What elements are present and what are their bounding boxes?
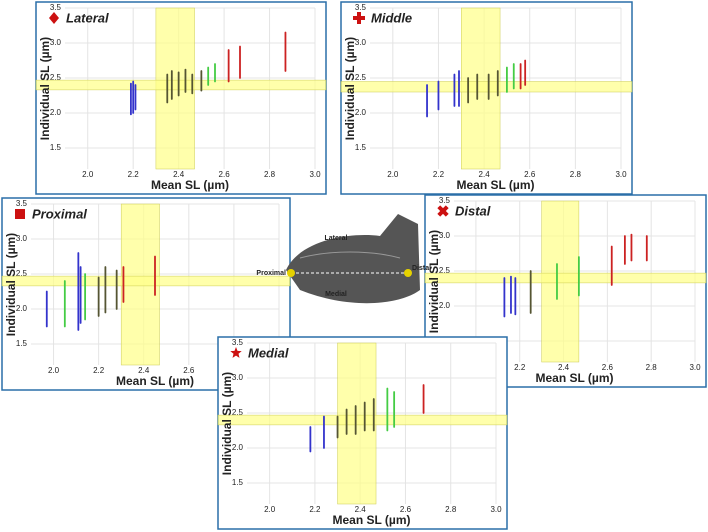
x-tick-label: 2.6	[219, 170, 231, 179]
x-tick-label: 2.4	[173, 170, 185, 179]
panel-title: Distal	[455, 203, 491, 218]
y-tick-label: 3.5	[16, 199, 28, 208]
x-tick-label: 2.4	[355, 505, 367, 514]
x-axis-label: Mean SL (µm)	[151, 178, 229, 192]
x-tick-label: 2.6	[400, 505, 412, 514]
x-tick-label: 2.2	[309, 505, 321, 514]
panel-title: Middle	[371, 10, 412, 25]
inset: Lateral Medial Proximal Distal	[256, 214, 431, 304]
y-axis-label: Individual SL (µm)	[343, 37, 357, 140]
y-band	[35, 79, 327, 91]
y-tick-label: 2.5	[16, 269, 28, 278]
y-tick-label: 1.5	[16, 339, 28, 348]
y-tick-label: 3.0	[439, 231, 451, 240]
y-band	[1, 275, 291, 287]
inset-label: Distal	[412, 265, 431, 272]
x-tick-label: 2.0	[264, 505, 276, 514]
x-tick-label: 2.0	[82, 170, 94, 179]
heart-image	[286, 214, 420, 304]
y-tick-label: 3.5	[232, 338, 244, 347]
y-tick-label: 3.0	[232, 373, 244, 382]
x-tick-label: 2.8	[646, 363, 658, 372]
x-tick-label: 3.0	[309, 170, 321, 179]
x-axis-label: Mean SL (µm)	[535, 371, 613, 385]
distal-dot	[404, 269, 412, 277]
inset-label: Proximal	[256, 270, 286, 277]
y-axis-label: Individual SL (µm)	[220, 372, 234, 475]
y-tick-label: 3.5	[439, 196, 451, 205]
x-axis-label: Mean SL (µm)	[116, 374, 194, 388]
y-axis-label: Individual SL (µm)	[4, 233, 18, 336]
y-tick-label: 3.0	[50, 38, 62, 47]
x-tick-label: 2.6	[183, 366, 195, 375]
y-band	[340, 81, 633, 93]
x-tick-label: 2.2	[128, 170, 140, 179]
x-axis-label: Mean SL (µm)	[456, 178, 534, 192]
panel-marker	[15, 209, 25, 219]
x-tick-label: 3.0	[689, 363, 701, 372]
inset-label: Lateral	[325, 235, 348, 242]
y-axis-label: Individual SL (µm)	[427, 230, 441, 333]
x-tick-label: 2.2	[93, 366, 105, 375]
panel-title: Proximal	[32, 206, 87, 221]
x-axis-label: Mean SL (µm)	[332, 513, 410, 527]
panel: 2.0 2.2 2.4 2.6 2.8 3.0 1.5 2.0 2.5 3.0 3.5 Lateral…	[35, 1, 327, 195]
x-tick-label: 2.6	[602, 363, 614, 372]
x-tick-label: 3.0	[490, 505, 502, 514]
proximal-dot	[287, 269, 295, 277]
x-tick-label: 3.0	[615, 170, 627, 179]
x-tick-label: 2.4	[138, 366, 150, 375]
x-tick-label: 2.8	[570, 170, 582, 179]
panel-title: Medial	[248, 345, 289, 360]
y-tick-label: 1.5	[50, 143, 62, 152]
panel-marker	[437, 205, 449, 217]
panel: 2.02.22.42.62.83.01.52.02.53.03.5Proxima…	[1, 197, 291, 391]
panel-marker	[49, 12, 59, 24]
y-tick-label: 2.0	[232, 443, 244, 452]
image-detail	[299, 251, 401, 259]
y-tick-label: 3.0	[16, 234, 28, 243]
x-tick-label: 2.8	[445, 505, 457, 514]
panel: 2.0 2.2 2.4 2.6 2.8 3.0 1.5 2.0 2.5 3.0 3.5 Medial M…	[217, 336, 508, 530]
y-tick-label: 1.5	[355, 143, 367, 152]
x-tick-label: 2.4	[479, 170, 491, 179]
y-tick-label: 2.0	[439, 301, 451, 310]
x-tick-label: 2.6	[524, 170, 536, 179]
y-tick-label: 3.0	[355, 38, 367, 47]
panel-title: Lateral	[66, 10, 109, 25]
y-band	[424, 272, 707, 284]
y-tick-label: 2.5	[50, 73, 62, 82]
y-tick-label: 2.0	[50, 108, 62, 117]
inset-label: Medial	[325, 291, 347, 298]
y-tick-label: 2.0	[355, 108, 367, 117]
x-tick-label: 2.8	[264, 170, 276, 179]
x-tick-label: 2.0	[387, 170, 399, 179]
panel-marker	[230, 347, 242, 358]
y-tick-label: 3.5	[355, 3, 367, 12]
y-band	[217, 414, 508, 426]
y-tick-label: 2.5	[439, 266, 451, 275]
y-tick-label: 2.5	[355, 73, 367, 82]
panel-marker	[353, 12, 365, 24]
y-tick-label: 2.0	[16, 304, 28, 313]
y-tick-label: 1.5	[232, 478, 244, 487]
x-tick-label: 2.0	[48, 366, 60, 375]
panel: 2.0 2.2 2.4 2.6 2.8 3.0 1.5 2.0 2.5 3.0 3.5 Middle M…	[340, 1, 633, 195]
y-tick-label: 3.5	[50, 3, 62, 12]
y-tick-label: 2.5	[232, 408, 244, 417]
x-tick-label: 2.2	[514, 363, 526, 372]
x-tick-label: 2.4	[558, 363, 570, 372]
x-tick-label: 2.2	[433, 170, 445, 179]
y-axis-label: Individual SL (µm)	[38, 37, 52, 140]
